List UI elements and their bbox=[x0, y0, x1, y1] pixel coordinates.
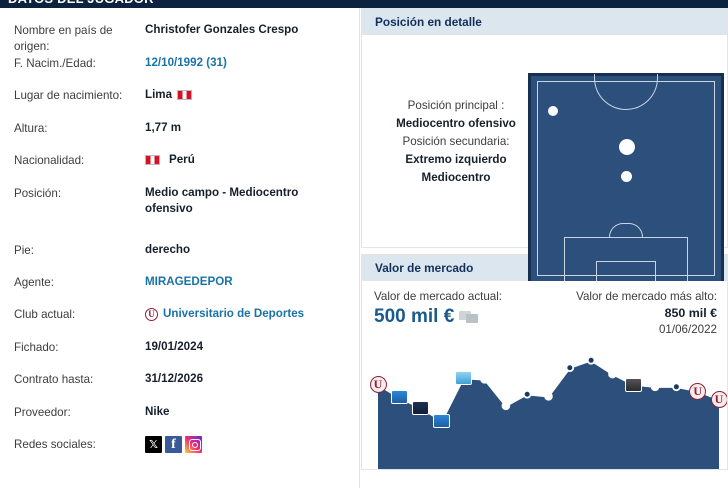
main-position-caption: Posición principal : bbox=[407, 99, 505, 112]
data-row-foot: Pie: derecho bbox=[0, 242, 359, 274]
position-text-block: Posición principal : Mediocentro ofensiv… bbox=[370, 97, 542, 187]
market-value-box: Valor de mercado Valor de mercado actual… bbox=[361, 254, 728, 470]
sporting-cristal-crest-icon bbox=[454, 371, 472, 386]
market-value-summary: Valor de mercado actual: 500 mil € Valor… bbox=[362, 281, 727, 343]
data-row-nationality: Nacionalidad: Perú bbox=[0, 152, 359, 184]
row-value: 31/12/2026 bbox=[145, 372, 204, 386]
player-data-panel: Nombre en país de origen: Christofer Gon… bbox=[0, 8, 360, 488]
data-row-name: Nombre en país de origen: Christofer Gon… bbox=[0, 22, 359, 55]
social-links: 𝕏 f bbox=[145, 435, 202, 453]
peru-flag-icon bbox=[145, 155, 160, 166]
row-value-wrap: 𝕏 f bbox=[145, 435, 351, 453]
data-row-current-club: Club actual: U Universitario de Deportes bbox=[0, 306, 359, 338]
universitario-logo-icon: U bbox=[689, 382, 707, 400]
pitch-goal-area-icon bbox=[596, 261, 656, 283]
market-value-highest: Valor de mercado más alto: 850 mil € 01/… bbox=[576, 289, 717, 338]
market-value-current: Valor de mercado actual: 500 mil € bbox=[374, 289, 502, 329]
current-value-row: 500 mil € bbox=[374, 305, 502, 329]
instagram-icon[interactable] bbox=[185, 435, 202, 453]
row-value: Nike bbox=[145, 404, 170, 418]
universitario-logo-icon: U bbox=[369, 376, 387, 394]
peru-flag-icon bbox=[177, 90, 193, 101]
club-crest-blue-icon bbox=[433, 413, 451, 428]
market-value-body: Valor de mercado actual: 500 mil € Valor… bbox=[362, 281, 727, 469]
row-value: Medio campo - Mediocentro ofensivo bbox=[145, 185, 299, 215]
row-label: Proveedor: bbox=[14, 405, 71, 419]
nationality-text: Perú bbox=[169, 153, 195, 167]
data-row-position: Posición: Medio campo - Mediocentro ofen… bbox=[0, 185, 359, 242]
highest-value-date: 01/06/2022 bbox=[658, 323, 717, 336]
row-label: Agente: bbox=[14, 275, 54, 289]
club-crest-blue-icon bbox=[390, 390, 408, 405]
row-value: derecho bbox=[145, 242, 191, 256]
position-detail-body: Posición principal : Mediocentro ofensiv… bbox=[362, 35, 727, 284]
page-title-bar: DATOS DEL JUGADOR bbox=[0, 0, 728, 8]
secondary-position-1: Extremo izquierdo bbox=[405, 153, 507, 166]
highest-value-caption: Valor de mercado más alto: bbox=[576, 290, 717, 303]
position-dot-central-midfield bbox=[621, 171, 632, 182]
facebook-icon[interactable]: f bbox=[165, 435, 182, 453]
row-label: Pie: bbox=[14, 243, 34, 257]
row-label: Fichado: bbox=[14, 340, 59, 354]
row-value-wrap: U Universitario de Deportes bbox=[145, 306, 351, 322]
row-value: 1,77 m bbox=[145, 120, 182, 134]
universitario-logo-icon: U bbox=[145, 307, 158, 321]
row-label: Lugar de nacimiento: bbox=[14, 89, 123, 103]
club-crest-dark-icon bbox=[625, 377, 643, 392]
position-detail-box: Posición en detalle Posición principal :… bbox=[361, 8, 728, 284]
main-position-value: Mediocentro ofensivo bbox=[396, 117, 516, 130]
pitch-diagram bbox=[528, 73, 724, 284]
birthplace-text: Lima bbox=[145, 88, 173, 102]
row-label: Nombre en país de origen: bbox=[14, 24, 113, 53]
row-label: Club actual: bbox=[14, 308, 76, 322]
data-row-signed: Fichado: 19/01/2024 bbox=[0, 339, 359, 371]
data-row-birthplace: Lugar de nacimiento: Lima bbox=[0, 87, 359, 119]
row-label: F. Nacim./Edad: bbox=[14, 57, 96, 70]
position-dot-attacking-midfield bbox=[619, 139, 635, 155]
data-row-social: Redes sociales: 𝕏 f bbox=[0, 435, 359, 468]
birthdate-link[interactable]: 12/10/1992 (31) bbox=[145, 56, 227, 69]
row-label: Redes sociales: bbox=[14, 437, 96, 451]
agent-link[interactable]: MIRAGEDEPOR bbox=[145, 274, 233, 288]
secondary-position-2: Mediocentro bbox=[421, 171, 491, 184]
page-title: DATOS DEL JUGADOR bbox=[8, 0, 154, 6]
comments-icon[interactable] bbox=[459, 310, 479, 324]
row-value-wrap: Lima bbox=[145, 87, 351, 103]
row-label: Altura: bbox=[14, 121, 48, 135]
row-value: Christofer Gonzales Crespo bbox=[145, 23, 299, 36]
data-row-birthdate: F. Nacim./Edad: 12/10/1992 (31) bbox=[0, 55, 359, 87]
row-label: Contrato hasta: bbox=[14, 373, 94, 387]
club-crest-navy-icon bbox=[412, 401, 430, 415]
data-row-supplier: Proveedor: Nike bbox=[0, 404, 359, 436]
current-value-caption: Valor de mercado actual: bbox=[374, 290, 503, 303]
pitch-penalty-area-icon bbox=[564, 237, 688, 283]
highest-value-amount: 850 mil € bbox=[664, 306, 717, 320]
secondary-position-caption: Posición secundaria: bbox=[402, 135, 510, 148]
position-dot-left-wing bbox=[548, 106, 558, 116]
data-row-height: Altura: 1,77 m bbox=[0, 120, 359, 152]
row-label: Nacionalidad: bbox=[14, 154, 85, 168]
universitario-logo-icon: U bbox=[710, 391, 727, 409]
data-row-contract-until: Contrato hasta: 31/12/2026 bbox=[0, 371, 359, 403]
current-value-amount[interactable]: 500 mil € bbox=[374, 306, 455, 327]
right-column: Posición en detalle Posición principal :… bbox=[361, 8, 728, 488]
x-icon[interactable]: 𝕏 bbox=[145, 435, 162, 453]
current-club-link[interactable]: Universitario de Deportes bbox=[163, 307, 305, 321]
row-value-wrap: Perú bbox=[145, 152, 351, 168]
row-value: 19/01/2024 bbox=[145, 339, 204, 353]
position-detail-title: Posición en detalle bbox=[362, 9, 727, 35]
row-label: Posición: bbox=[14, 186, 62, 200]
data-row-agent: Agente: MIRAGEDEPOR bbox=[0, 274, 359, 306]
